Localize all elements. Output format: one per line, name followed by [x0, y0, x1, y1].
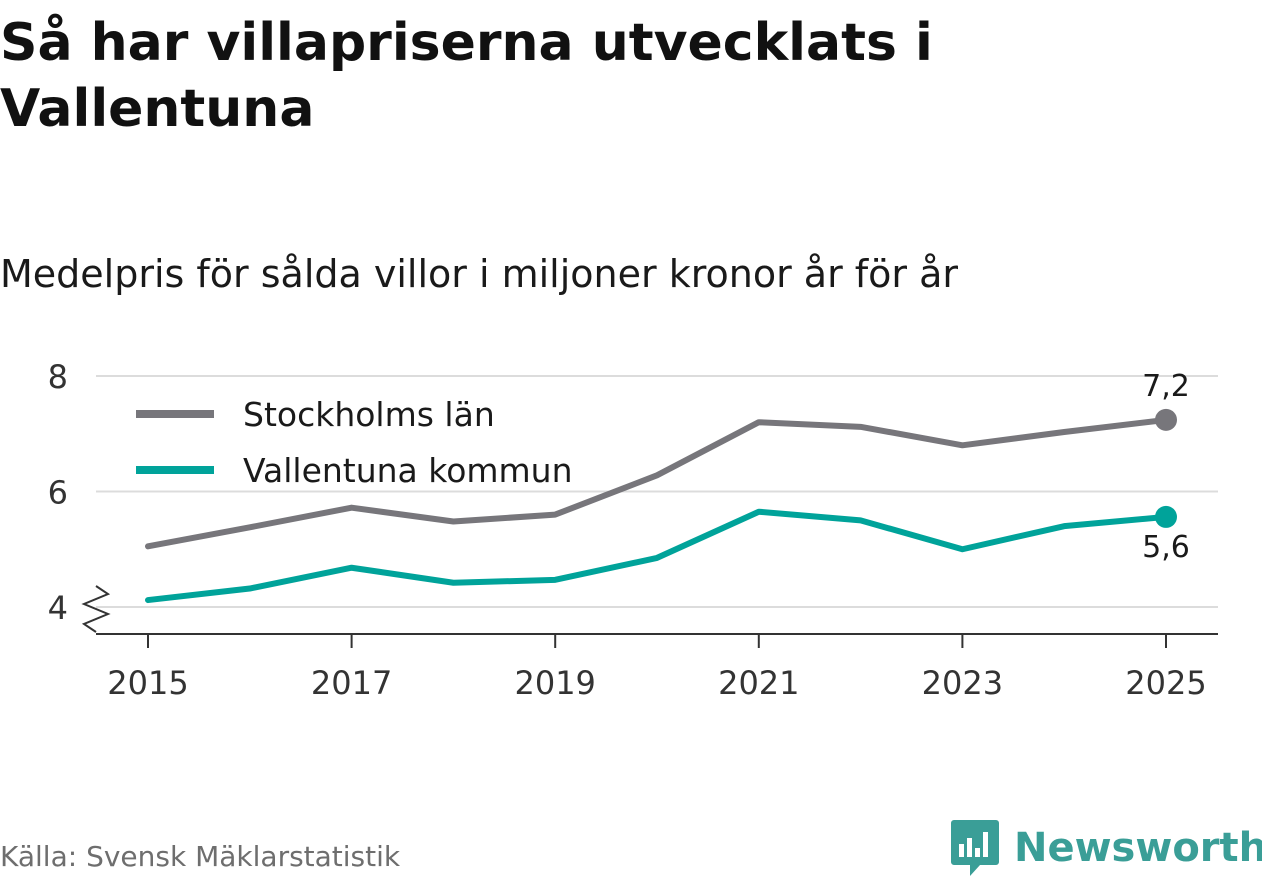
end-point	[1155, 408, 1177, 431]
x-tick-label: 2019	[514, 664, 595, 702]
x-tick-label: 2025	[1125, 664, 1206, 702]
legend-label: Stockholms län	[243, 395, 495, 434]
end-label: 7,2	[1142, 369, 1190, 404]
y-tick-label: 8	[48, 358, 68, 396]
end-point	[1155, 505, 1177, 528]
end-label: 5,6	[1142, 530, 1190, 565]
x-tick-label: 2017	[311, 664, 392, 702]
y-axis-ticks: 4 6 8	[48, 358, 111, 633]
chart-title: Så har villapriserna utvecklats i Vallen…	[0, 13, 933, 139]
axis-break-icon	[81, 585, 111, 633]
y-tick-label: 6	[48, 474, 68, 512]
end-labels: 7,2 5,6	[1142, 369, 1190, 565]
brand-name: Newsworthy	[1014, 825, 1262, 871]
source-note: Källa: Svensk Mäklarstatistik	[0, 840, 401, 873]
legend-label: Vallentuna kommun	[243, 451, 573, 490]
series-line-0	[145, 416, 1169, 550]
brand-logo: Newsworthy	[950, 818, 1262, 878]
legend: Stockholms län Vallentuna kommun	[136, 390, 578, 495]
chart-subtitle: Medelpris för sålda villor i miljoner kr…	[0, 252, 959, 296]
x-tick-label: 2015	[107, 664, 188, 702]
grid-lines	[96, 375, 1218, 608]
x-tick-label: 2021	[718, 664, 799, 702]
bar-chart-speech-bubble-icon	[951, 820, 999, 876]
x-tick-label: 2023	[922, 664, 1003, 702]
series-line-1	[145, 508, 1169, 604]
x-axis: 2015 2017 2019 2021 2023 2025	[96, 633, 1218, 702]
series-lines	[145, 416, 1169, 604]
y-tick-label: 4	[48, 589, 68, 627]
